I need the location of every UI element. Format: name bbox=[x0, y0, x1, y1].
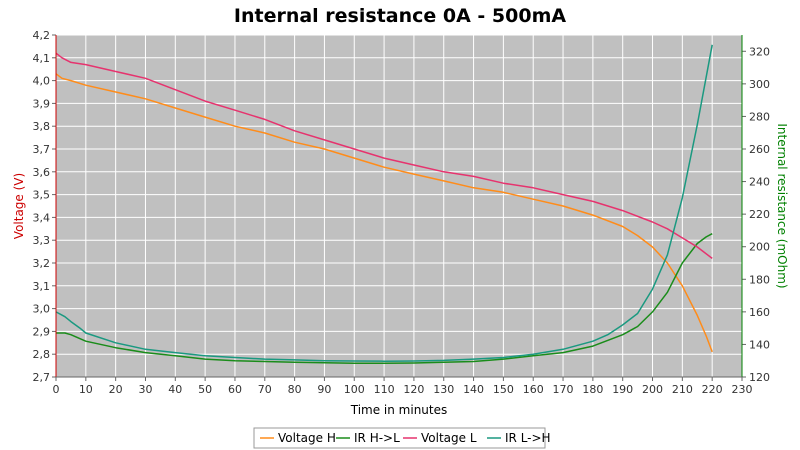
legend-label: IR L->H bbox=[505, 431, 551, 445]
y-left-tick-label: 2,8 bbox=[33, 348, 51, 361]
x-tick-label: 200 bbox=[642, 383, 663, 396]
series-line-voltage-l bbox=[55, 52, 713, 259]
chart-title: Internal resistance 0A - 500mA bbox=[234, 5, 566, 27]
y-right-tick-label: 260 bbox=[749, 143, 770, 156]
axes: 0 10 20 30 40 50 60 70 80 90 100 110 120 130 140 150 160… bbox=[33, 29, 771, 396]
x-tick-label: 40 bbox=[168, 383, 182, 396]
x-tick-label: 110 bbox=[374, 383, 395, 396]
x-tick-label: 100 bbox=[344, 383, 365, 396]
x-tick-label: 220 bbox=[702, 383, 723, 396]
x-tick-label: 50 bbox=[198, 383, 212, 396]
x-tick-label: 80 bbox=[288, 383, 302, 396]
y-left-tick-label: 4,0 bbox=[33, 75, 51, 88]
x-axis-title: Time in minutes bbox=[350, 403, 448, 417]
x-tick-label: 30 bbox=[138, 383, 152, 396]
x-tick-label: 0 bbox=[53, 383, 60, 396]
y-left-tick-label: 3,0 bbox=[33, 303, 51, 316]
legend: Voltage H IR H->L Voltage L IR L->H bbox=[253, 427, 551, 449]
y-left-tick-label: 3,4 bbox=[33, 211, 51, 224]
y-right-axis-title: Internal resistance (mOhm) bbox=[775, 123, 789, 288]
series-line-voltage-h bbox=[55, 73, 713, 353]
series-line-ir-l-h bbox=[55, 44, 713, 362]
y-left-tick-label: 3,9 bbox=[33, 97, 51, 110]
y-right-tick-label: 220 bbox=[749, 208, 770, 221]
y-left-axis-title: Voltage (V) bbox=[12, 173, 26, 239]
y-left-tick-label: 3,5 bbox=[33, 189, 51, 202]
y-left-tick-label: 3,8 bbox=[33, 120, 51, 133]
legend-label: Voltage H bbox=[278, 431, 336, 445]
x-tick-label: 60 bbox=[228, 383, 242, 396]
x-tick-label: 140 bbox=[463, 383, 484, 396]
x-tick-label: 190 bbox=[612, 383, 633, 396]
x-tick-label: 120 bbox=[403, 383, 424, 396]
y-right-tick-label: 160 bbox=[749, 306, 770, 319]
y-left-tick-label: 3,7 bbox=[33, 143, 51, 156]
y-right-tick-label: 300 bbox=[749, 78, 770, 91]
x-tick-label: 70 bbox=[258, 383, 272, 396]
y-left-tick-label: 3,6 bbox=[33, 166, 51, 179]
legend-label: IR H->L bbox=[354, 431, 400, 445]
y-right-tick-label: 240 bbox=[749, 176, 770, 189]
x-tick-label: 90 bbox=[317, 383, 331, 396]
y-left-tick-label: 2,7 bbox=[33, 371, 51, 384]
y-left-tick-label: 3,2 bbox=[33, 257, 51, 270]
y-right-tick-label: 120 bbox=[749, 371, 770, 384]
y-right-tick-label: 140 bbox=[749, 338, 770, 351]
x-tick-label: 170 bbox=[553, 383, 574, 396]
x-tick-label: 130 bbox=[433, 383, 454, 396]
legend-label: Voltage L bbox=[421, 431, 477, 445]
y-left-tick-label: 3,1 bbox=[33, 280, 51, 293]
plot-area bbox=[56, 35, 742, 377]
y-right-tick-label: 180 bbox=[749, 273, 770, 286]
y-right-tick-label: 280 bbox=[749, 110, 770, 123]
x-tick-label: 10 bbox=[79, 383, 93, 396]
y-right-tick-label: 320 bbox=[749, 45, 770, 58]
x-tick-label: 150 bbox=[493, 383, 514, 396]
x-tick-label: 180 bbox=[582, 383, 603, 396]
legend-box bbox=[253, 427, 546, 449]
x-tick-label: 20 bbox=[109, 383, 123, 396]
y-right-tick-label: 200 bbox=[749, 241, 770, 254]
series-line-ir-h-l bbox=[56, 233, 713, 364]
x-tick-label: 230 bbox=[732, 383, 753, 396]
x-tick-label: 160 bbox=[523, 383, 544, 396]
y-left-tick-label: 3,3 bbox=[33, 234, 51, 247]
y-left-tick-label: 2,9 bbox=[33, 325, 51, 338]
x-tick-label: 210 bbox=[672, 383, 693, 396]
series-layer bbox=[55, 44, 713, 364]
y-left-tick-label: 4,2 bbox=[33, 29, 51, 42]
y-left-tick-label: 4,1 bbox=[33, 52, 51, 65]
